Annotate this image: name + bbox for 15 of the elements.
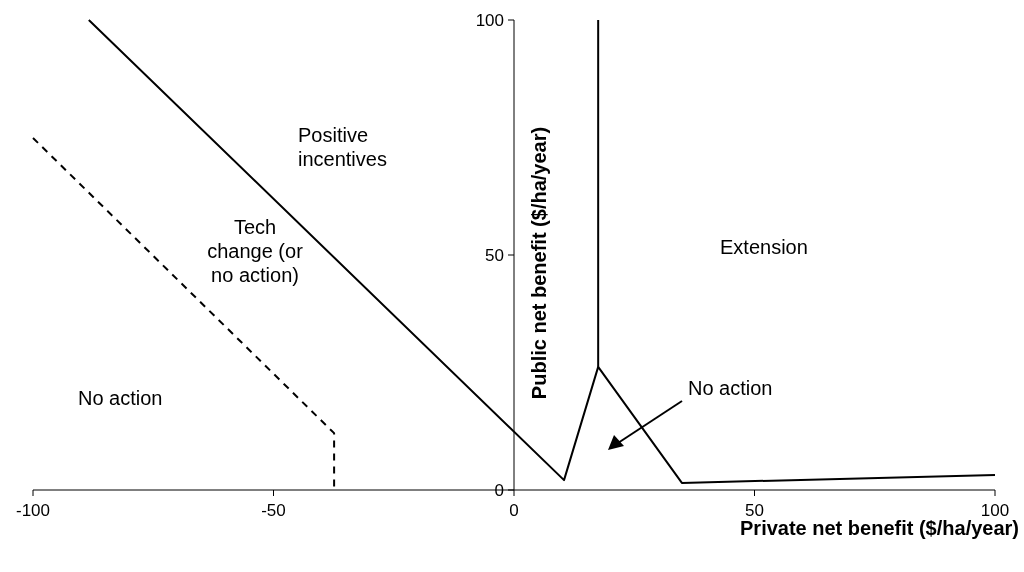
x-tick-label: 100 — [980, 501, 1010, 520]
annotation: Extension — [720, 236, 808, 258]
annotation: No action — [688, 377, 773, 399]
annotation: Positive incentives — [298, 124, 387, 170]
y-tick-label: 100 — [475, 11, 504, 30]
x-tick-label: -100 — [15, 501, 51, 520]
y-axis-title: Public net benefit ($/ha/year) — [528, 126, 550, 400]
x-tick-label: -50 — [261, 501, 286, 520]
annotation: Tech change (or no action) — [207, 216, 304, 286]
y-tick-label: 50 — [485, 246, 504, 265]
x-axis-title: Private net benefit ($/ha/year) — [740, 517, 1019, 539]
annotation: No action — [78, 387, 163, 409]
x-tick-label: 50 — [745, 501, 764, 520]
x-tick-label: 0 — [509, 501, 519, 520]
y-tick-label: 0 — [494, 481, 504, 500]
